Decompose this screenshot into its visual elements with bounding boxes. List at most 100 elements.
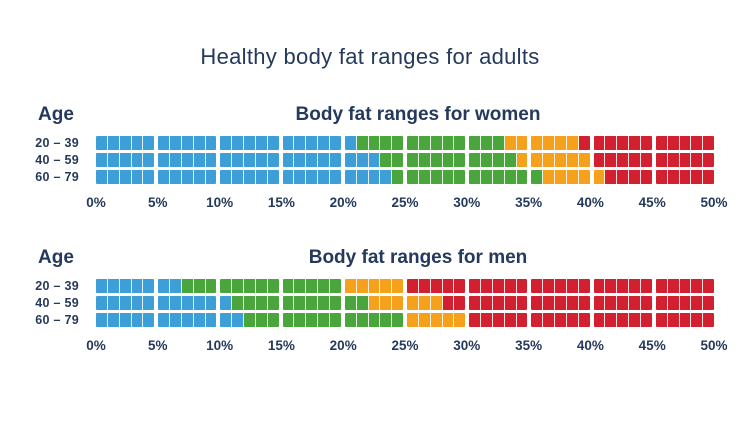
bar-segment-cell	[255, 170, 268, 184]
bar-segment-cell	[170, 170, 182, 184]
bar-segment-cell	[306, 136, 319, 150]
bar-segment-cell	[380, 136, 393, 150]
bar-segment-cell	[679, 296, 692, 310]
bar-block	[158, 136, 217, 150]
bar-segment-cell	[356, 296, 369, 310]
bar-block	[96, 296, 155, 310]
bar-segment-cell	[119, 136, 132, 150]
bar-segment-cell	[193, 170, 206, 184]
bar-block	[593, 153, 652, 167]
bar-segment-cell	[703, 313, 715, 327]
axis-tick-label: 30%	[453, 195, 481, 210]
bar-segment-cell	[356, 279, 369, 293]
bar-segment-cell	[516, 279, 528, 293]
bar-block	[531, 296, 590, 310]
bar-segment-cell	[131, 296, 144, 310]
bar-segment-cell	[641, 153, 652, 167]
bar-segment-cell	[380, 313, 393, 327]
bar-block	[593, 136, 652, 150]
axis-tick-label: 20%	[329, 195, 357, 210]
bar-segment-cell	[605, 296, 618, 310]
bar-segment-cell	[181, 136, 194, 150]
bar-segment-cell	[329, 279, 341, 293]
bar-segment-cell	[356, 153, 369, 167]
bar-segment-cell	[267, 279, 279, 293]
bar-segment-cell	[667, 313, 680, 327]
bar-block	[469, 170, 528, 184]
bar-segment-cell	[703, 296, 715, 310]
axis-tick-label: 5%	[148, 338, 168, 353]
bar-segment-cell	[578, 313, 590, 327]
bar-block	[469, 136, 528, 150]
age-column-header: Age	[38, 247, 74, 268]
bar-segment-cell	[629, 170, 641, 184]
bar-segment-cell	[193, 153, 206, 167]
bar-segment-cell	[158, 136, 171, 150]
bar-segment-cell	[318, 296, 330, 310]
bar-segment-cell	[318, 170, 330, 184]
bar-segment-cell	[555, 170, 567, 184]
bar-segment-cell	[543, 279, 556, 293]
bar-segment-cell	[255, 136, 268, 150]
bar-block	[344, 279, 404, 293]
stacked-bar	[96, 313, 715, 327]
bar-segment-cell	[469, 170, 482, 184]
bar-segment-cell	[407, 170, 419, 184]
bar-segment-cell	[255, 296, 268, 310]
bar-segment-cell	[516, 170, 528, 184]
bar-segment-cell	[655, 153, 668, 167]
bar-segment-cell	[143, 136, 155, 150]
bar-segment-cell	[255, 313, 268, 327]
bar-segment-cell	[181, 279, 194, 293]
bar-segment-cell	[543, 296, 556, 310]
bar-segment-cell	[158, 170, 171, 184]
bar-segment-cell	[282, 136, 295, 150]
bar-segment-cell	[691, 296, 704, 310]
bar-segment-cell	[205, 153, 217, 167]
chart-section-women: Age Body fat ranges for women 20 – 39 40 – …	[0, 104, 740, 213]
axis-tick-label: 50%	[700, 195, 728, 210]
bar-block	[531, 170, 590, 184]
bar-segment-cell	[679, 153, 692, 167]
bar-segment-cell	[442, 136, 455, 150]
bar-segment-cell	[368, 153, 381, 167]
bar-segment-cell	[641, 279, 652, 293]
bar-segment-cell	[691, 313, 704, 327]
axis-tick-label: 25%	[391, 338, 419, 353]
bar-segment-cell	[294, 153, 307, 167]
bar-segment-cell	[407, 296, 419, 310]
bar-segment-cell	[392, 279, 404, 293]
bar-segment-cell	[356, 170, 369, 184]
bar-segment-cell	[667, 279, 680, 293]
bar-rows: 20 – 39 40 – 59 60 – 79	[0, 279, 740, 327]
bar-block	[469, 296, 528, 310]
bar-block	[407, 296, 466, 310]
bar-block	[282, 279, 341, 293]
axis-tick-label: 40%	[576, 338, 604, 353]
bar-segment-cell	[329, 153, 341, 167]
bar-segment-cell	[531, 153, 544, 167]
bar-segment-cell	[329, 313, 341, 327]
axis-tick-label: 15%	[267, 338, 295, 353]
bar-segment-cell	[205, 313, 217, 327]
x-axis: 0% 5% 10% 15% 20% 25% 30% 35% 40% 45% 50%	[86, 338, 727, 356]
bar-block	[158, 279, 217, 293]
bar-segment-cell	[96, 136, 108, 150]
bar-segment-cell	[641, 170, 652, 184]
bar-segment-cell	[504, 136, 517, 150]
bar-segment-cell	[504, 153, 517, 167]
bar-segment-cell	[344, 296, 357, 310]
bar-row: 60 – 79	[0, 313, 740, 327]
bar-segment-cell	[380, 279, 393, 293]
bar-segment-cell	[344, 153, 357, 167]
bar-block	[96, 153, 155, 167]
bar-segment-cell	[407, 279, 419, 293]
bar-segment-cell	[481, 296, 493, 310]
bar-segment-cell	[407, 153, 419, 167]
age-row-label: 40 – 59	[35, 153, 79, 167]
bar-segment-cell	[605, 136, 618, 150]
bar-segment-cell	[566, 136, 579, 150]
bar-segment-cell	[344, 279, 357, 293]
bar-segment-cell	[380, 170, 393, 184]
bar-segment-cell	[531, 170, 544, 184]
